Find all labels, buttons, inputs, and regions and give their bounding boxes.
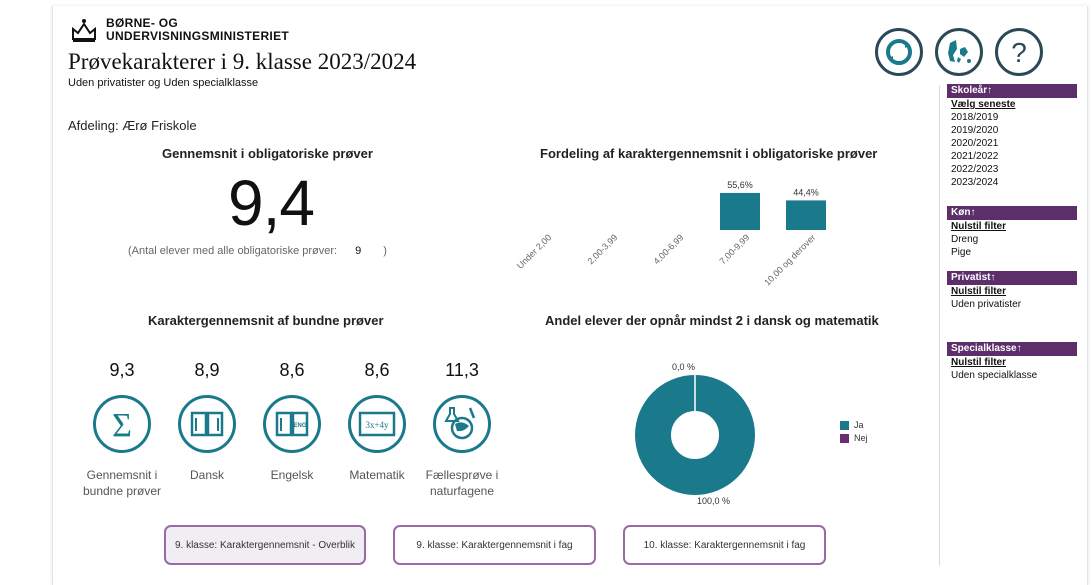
filter-skoleaar-option[interactable]: 2021/2022 [951,151,999,162]
subject-icon-circle: 3x+4y [348,395,406,453]
subject-card[interactable]: 8,6 ENG Engelsk [242,360,342,483]
andel-title: Andel elever der opnår mindst 2 i dansk … [545,313,879,328]
subject-value: 8,9 [194,360,220,380]
afdeling-label: Afdeling: Ærø Friskole [68,118,197,133]
bundne-title: Karaktergennemsnit af bundne prøver [148,313,384,328]
subject-label: Fællesprøve i naturfagene [425,468,499,498]
filter-skoleaar-option[interactable]: 2022/2023 [951,164,999,175]
andel-donut-chart [635,375,755,495]
legend-ja[interactable]: Ja [840,420,868,430]
legend-nej-label: Nej [854,433,868,443]
donut-label-ja: 100,0 % [697,496,731,506]
denmark-map-icon [948,40,971,63]
donut-label-nej: 0,0 % [672,362,696,372]
svg-text:Σ: Σ [112,407,132,444]
filter-skoleaar-head[interactable]: Skoleår↑ [947,84,1077,98]
filter-specialklasse: Specialklasse↑ Nulstil filter Uden speci… [947,342,1077,382]
subject-label: Matematik [349,468,405,482]
antal-elever: (Antal elever med alle obligatoriske prø… [128,245,387,257]
overall-title: Gennemsnit i obligatoriske prøver [162,146,373,161]
legend-ja-label: Ja [854,420,864,430]
bar-3[interactable] [720,192,760,230]
filter-skoleaar-reset[interactable]: Vælg seneste [951,99,1016,110]
subject-icon-circle [433,395,491,453]
subject-card[interactable]: 8,6 3x+4y Matematik [327,360,427,483]
subject-card[interactable]: 11,3 Fællesprøve i naturfagene [412,360,512,499]
nav-fag-10-button[interactable]: 10. klasse: Karaktergennemsnit i fag [623,525,826,565]
subject-icon-circle: ENG [263,395,321,453]
subject-value: 8,6 [279,360,305,380]
nav-overblik-button[interactable]: 9. klasse: Karaktergennemsnit - Overblik [164,525,366,565]
help-icon: ? [1011,37,1027,67]
filter-skoleaar-option[interactable]: 2023/2024 [951,177,999,188]
filter-skoleaar-option[interactable]: 2018/2019 [951,112,999,123]
legend-swatch-ja [840,420,849,430]
sidebar-divider [939,86,940,566]
legend-swatch-nej [840,433,849,443]
svg-text:ENG: ENG [293,423,306,429]
distribution-title: Fordeling af karaktergennemsnit i obliga… [540,146,878,161]
subject-label: Engelsk [270,468,314,482]
filter-privatist-option[interactable]: Uden privatister [951,299,1022,310]
science-globe-icon [444,407,476,440]
svg-text:?: ? [1011,37,1027,67]
refresh-icon [886,39,912,65]
subject-card[interactable]: 8,9 Dansk [157,360,257,483]
map-button[interactable] [935,28,983,76]
subject-value: 11,3 [445,360,479,380]
page-subtitle: Uden privatister og Uden specialklasse [68,77,259,89]
bar-category-label: 7,00-9,99 [717,232,751,266]
subject-icon-circle [178,395,236,453]
bar-category-label: 4,00-6,99 [651,232,685,266]
dashboard-frame [52,6,1088,585]
filter-koen: Køn↑ Nulstil filter Dreng Pige [947,206,1077,259]
filter-specialklasse-reset[interactable]: Nulstil filter [951,357,1007,368]
subject-value: 8,6 [364,360,390,380]
subject-icon-circle: Σ [93,395,151,453]
svg-text:3x+4y: 3x+4y [365,420,389,430]
subject-card[interactable]: 9,3 Σ Gennemsnit i bundne prøver [72,360,172,499]
open-book-icon [190,411,224,437]
filter-specialklasse-head[interactable]: Specialklasse↑ [947,342,1077,356]
help-button[interactable]: ? [995,28,1043,76]
filter-koen-option[interactable]: Dreng [951,234,979,245]
ministry-logo: BØRNE- OG UNDERVISNINGSMINISTERIET [70,17,289,43]
bar-4[interactable] [786,200,826,230]
filter-privatist-head[interactable]: Privatist↑ [947,271,1077,285]
math-board-icon: 3x+4y [358,411,396,437]
page-title: Prøvekarakterer i 9. klasse 2023/2024 [68,49,417,74]
donut-legend: Ja Nej [840,420,868,446]
ministry-line2: UNDERVISNINGSMINISTERIET [106,29,289,43]
bar-category-label: 2,00-3,99 [585,232,619,266]
bar-value-label: 55,6% [727,180,753,190]
legend-nej[interactable]: Nej [840,433,868,443]
bar-category-label: Under 2,00 [515,232,554,271]
refresh-button[interactable] [875,28,923,76]
antal-value: 9 [355,245,362,257]
ministry-line1: BØRNE- OG [106,16,179,30]
overall-average: 9,4 [228,167,315,239]
crown-icon [72,19,96,42]
subject-label: Dansk [189,468,224,482]
subject-label: Gennemsnit i bundne prøver [82,468,162,498]
filter-skoleaar: Skoleår↑ Vælg seneste 2018/2019 2019/2020… [947,84,1077,189]
distribution-bar-chart: Under 2,00 2,00-3,99 4,00-6,99 55,6% 7,00-9,… [515,180,826,288]
nav-fag-9-button[interactable]: 9. klasse: Karaktergennemsnit i fag [393,525,596,565]
filter-koen-head[interactable]: Køn↑ [947,206,1077,220]
bar-value-label: 44,4% [793,187,819,197]
bar-category-label: 10,00 og derover [762,232,817,287]
subject-value: 9,3 [109,360,135,380]
filter-privatist-reset[interactable]: Nulstil filter [951,286,1007,297]
filter-skoleaar-option[interactable]: 2019/2020 [951,125,999,136]
filter-koen-option[interactable]: Pige [951,247,972,258]
english-book-icon: ENG [275,411,309,437]
antal-close: ) [383,245,387,257]
filter-privatist: Privatist↑ Nulstil filter Uden privatist… [947,271,1077,311]
sigma-icon: Σ [112,407,132,444]
filter-specialklasse-option[interactable]: Uden specialklasse [951,370,1038,381]
filter-koen-reset[interactable]: Nulstil filter [951,221,1007,232]
filter-skoleaar-option[interactable]: 2020/2021 [951,138,999,149]
antal-label: (Antal elever med alle obligatoriske prø… [128,245,338,257]
